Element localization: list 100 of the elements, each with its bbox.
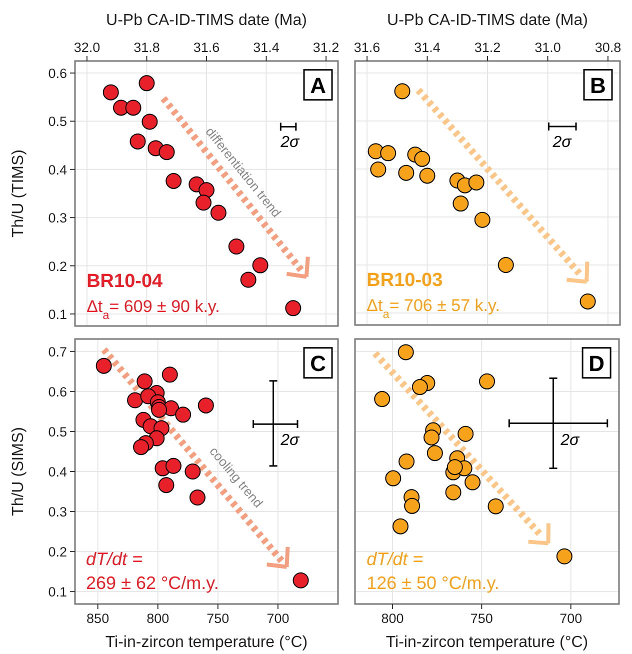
point [158, 144, 175, 160]
point [240, 272, 256, 288]
point [370, 161, 386, 178]
point [398, 453, 415, 470]
y-axis-title: Th/U (TIMS) [10, 150, 27, 238]
point [96, 358, 112, 374]
point [127, 392, 144, 408]
point [412, 379, 428, 396]
y-tick-label: 0.6 [48, 384, 67, 400]
point [196, 194, 212, 211]
point [446, 459, 463, 476]
annotation: B [590, 72, 606, 98]
x-tick-label: 700 [266, 611, 290, 626]
point [292, 572, 309, 588]
x-tick-label: 31.6 [193, 40, 220, 55]
x-tick-label: 31.2 [474, 40, 501, 55]
point [184, 464, 201, 480]
annotation: Δt$_{a}$= 706 ± 57 k.y. [366, 296, 500, 322]
annotation: Δt$_{a}$= 609 ± 90 k.y. [86, 296, 220, 322]
point [136, 373, 153, 390]
annotation: A [310, 72, 326, 98]
y-tick-label: 0.2 [48, 544, 67, 560]
point [252, 257, 268, 274]
point [380, 145, 396, 162]
point [392, 518, 408, 534]
x-tick-label: 31.8 [134, 40, 160, 55]
point [398, 344, 414, 360]
x-tick-label: 750 [470, 611, 493, 626]
point [426, 445, 443, 462]
x-tick-label: 700 [560, 611, 582, 626]
point [285, 300, 302, 316]
x-tick-label: 31.4 [253, 40, 280, 55]
point [474, 212, 490, 228]
point [488, 498, 504, 514]
y-tick-label: 0.3 [48, 504, 67, 520]
point [479, 373, 495, 390]
point [125, 100, 142, 116]
point [458, 426, 474, 442]
x-tick-label: 31.2 [312, 40, 340, 55]
point [398, 164, 414, 181]
y-tick-label: 0.4 [48, 464, 68, 480]
annotation: 2σ [280, 432, 300, 449]
point [198, 397, 214, 414]
annotation: D [588, 350, 605, 376]
y-tick-label: 0.2 [48, 258, 67, 274]
point [556, 548, 572, 564]
x-axis-title: Ti-in-zircon temperature (°C) [386, 634, 588, 651]
point [394, 83, 410, 100]
point [464, 474, 481, 490]
annotation: BR10-04 [86, 271, 164, 292]
x-tick-label: 30.8 [594, 40, 622, 55]
point [445, 484, 462, 500]
point [498, 257, 514, 273]
annotation: 2σ [280, 134, 300, 152]
point [424, 429, 440, 446]
annotation: BR10-03 [366, 270, 443, 292]
point [165, 458, 182, 474]
point [162, 366, 178, 383]
point [166, 172, 182, 189]
x-tick-label: 31.6 [354, 40, 380, 55]
annotation: dT/dt = [366, 549, 424, 570]
point [158, 477, 174, 494]
y-tick-label: 0.3 [48, 210, 67, 226]
annotation: dT/dt = [86, 549, 143, 570]
point [130, 133, 146, 150]
y-tick-label: 0.4 [48, 162, 68, 178]
point [133, 439, 150, 456]
x-axis-title: Ti-in-zircon temperature (°C) [105, 634, 308, 651]
y-axis-title: Th/U (SIMS) [10, 427, 27, 516]
annotation: 269 ± 62 °C/m.y. [86, 573, 219, 594]
x-tick-label: 800 [146, 611, 170, 626]
point [142, 114, 158, 130]
point [414, 150, 430, 167]
x-axis-title: U-Pb CA-ID-TIMS date (Ma) [387, 12, 588, 29]
x-tick-label: 750 [206, 611, 230, 626]
point [385, 470, 402, 486]
x-tick-label: 31.4 [414, 40, 441, 55]
point [468, 174, 484, 190]
y-tick-label: 0.7 [48, 344, 67, 360]
x-tick-label: 850 [86, 611, 110, 626]
point [138, 75, 155, 92]
x-axis-title: U-Pb CA-ID-TIMS date (Ma) [106, 12, 307, 29]
point [404, 498, 420, 514]
y-tick-label: 0.5 [48, 114, 67, 130]
point [374, 391, 390, 408]
y-tick-label: 0.5 [48, 424, 67, 440]
y-tick-label: 0.1 [48, 306, 67, 322]
x-tick-label: 32.0 [74, 40, 100, 55]
annotation: 126 ± 50 °C/m.y. [366, 573, 500, 594]
point [452, 196, 469, 212]
point [210, 204, 226, 221]
point [189, 490, 206, 506]
annotation: 2σ [560, 432, 581, 449]
point [228, 238, 244, 254]
point [175, 406, 192, 423]
y-tick-label: 0.1 [48, 584, 67, 600]
point [419, 168, 436, 184]
annotation: 2σ [552, 134, 573, 151]
annotation: C [310, 350, 326, 376]
point [102, 84, 119, 100]
